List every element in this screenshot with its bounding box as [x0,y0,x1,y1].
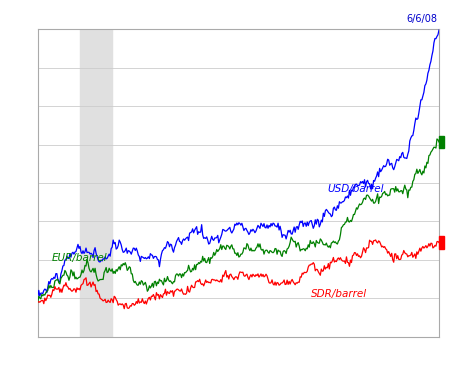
Text: USD/barrel: USD/barrel [328,184,384,194]
Bar [80,29,112,337]
Text: SDR/barrel: SDR/barrel [311,289,367,299]
Bar [439,136,444,148]
Bar [439,236,444,249]
Text: EUR/barrel: EUR/barrel [52,253,108,263]
Text: 6/6/08: 6/6/08 [406,14,437,24]
